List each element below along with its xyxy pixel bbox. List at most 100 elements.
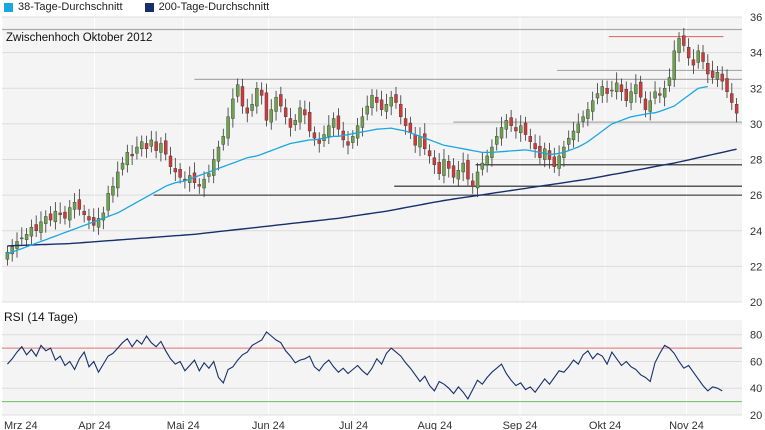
candle-body xyxy=(168,155,173,167)
candle-body xyxy=(495,136,499,145)
legend-item-ma38[interactable]: 38-Tage-Durchschnitt xyxy=(4,0,123,14)
x-tick-label: Aug 24 xyxy=(417,420,452,430)
candle-body xyxy=(355,125,360,139)
candle-body xyxy=(379,99,384,110)
x-tick-label: Mai 24 xyxy=(167,420,200,430)
candle-body xyxy=(48,213,53,221)
candle-body xyxy=(303,109,307,116)
candle-body xyxy=(346,141,350,146)
candle-body xyxy=(10,246,14,255)
candle-body xyxy=(197,184,201,187)
candle-body xyxy=(504,120,509,130)
candle-body xyxy=(686,47,691,59)
chart-legend: 38-Tage-Durchschnitt 200-Tage-Durchschni… xyxy=(4,0,269,14)
candle-body xyxy=(547,150,552,160)
candle-body xyxy=(720,73,724,82)
candle-body xyxy=(442,159,446,176)
candle-body xyxy=(293,120,297,125)
candle-body xyxy=(725,78,729,93)
candle-body xyxy=(595,93,600,99)
candle-body xyxy=(58,212,62,215)
candle-body xyxy=(423,133,427,150)
price-tick-label: 26 xyxy=(750,190,762,202)
candle-body xyxy=(63,211,67,219)
candle-body xyxy=(360,116,365,128)
rsi-panel: 20 40 60 80 RSI (14 Tage) xyxy=(1,310,762,422)
candle-body xyxy=(283,107,288,117)
candle-body xyxy=(331,118,336,128)
candle-body xyxy=(336,115,341,130)
candle-body xyxy=(312,132,317,139)
candle-body xyxy=(149,139,154,147)
candle-body xyxy=(173,168,178,173)
candle-body xyxy=(485,155,489,166)
candle-body xyxy=(648,100,652,112)
candle-body xyxy=(581,116,585,122)
candle-body xyxy=(370,95,374,109)
candle-body xyxy=(447,161,451,169)
candle-body xyxy=(701,52,705,62)
candle-body xyxy=(29,226,34,237)
price-tick-label: 20 xyxy=(750,297,762,309)
candle-body xyxy=(614,82,619,93)
candle-body xyxy=(706,63,710,75)
price-tick-label: 24 xyxy=(750,226,762,238)
candle-body xyxy=(461,162,465,173)
candle-body xyxy=(327,125,331,137)
candle-body xyxy=(528,136,533,142)
candle-body xyxy=(691,59,696,66)
candle-body xyxy=(101,212,106,221)
candle-body xyxy=(298,107,302,123)
candle-body xyxy=(389,96,393,107)
price-tick-label: 36 xyxy=(750,12,762,24)
candle-body xyxy=(68,207,72,221)
candle-body xyxy=(638,81,643,98)
candle-body xyxy=(456,169,461,180)
candle-body xyxy=(96,218,101,228)
candle-body xyxy=(658,93,662,96)
candle-body xyxy=(211,159,216,176)
candle-body xyxy=(552,156,557,167)
candle-body xyxy=(116,171,120,189)
candle-body xyxy=(87,216,91,221)
ma38-line xyxy=(7,85,708,255)
candle-body xyxy=(154,141,158,151)
candle-body xyxy=(730,93,734,103)
candle-body xyxy=(413,134,417,146)
candle-body xyxy=(653,91,657,99)
candle-body xyxy=(710,71,715,78)
candle-body xyxy=(44,216,48,224)
candle-body xyxy=(221,136,225,145)
candle-body xyxy=(566,137,571,145)
rsi-tick-label: 20 xyxy=(750,410,762,422)
candle-body xyxy=(451,165,456,178)
ma200-line xyxy=(7,148,737,247)
candle-body xyxy=(471,180,475,187)
candle-body xyxy=(207,173,211,177)
candle-body xyxy=(624,88,628,101)
candle-body xyxy=(590,100,595,112)
legend-item-ma200[interactable]: 200-Tage-Durchschnitt xyxy=(144,0,269,14)
candle-body xyxy=(130,153,134,157)
candle-body xyxy=(245,107,249,114)
candle-body xyxy=(39,221,43,233)
candle-body xyxy=(279,94,283,107)
candle-body xyxy=(600,86,604,96)
x-tick-label: Jun 24 xyxy=(252,420,285,430)
candle-body xyxy=(576,123,580,133)
candle-body xyxy=(317,139,321,144)
candle-body xyxy=(274,96,278,112)
candle-body xyxy=(202,178,206,189)
candle-body xyxy=(140,141,144,150)
candle-body xyxy=(682,35,686,46)
candle-body xyxy=(586,109,590,119)
x-tick-label: Apr 24 xyxy=(78,420,110,430)
candle-body xyxy=(480,162,485,170)
candle-body xyxy=(351,136,355,143)
x-tick-label: Nov 24 xyxy=(669,420,704,430)
candle-body xyxy=(216,146,221,162)
candle-body xyxy=(605,88,609,94)
candle-body xyxy=(610,89,614,92)
candle-body xyxy=(365,105,369,115)
candle-body xyxy=(250,104,254,111)
